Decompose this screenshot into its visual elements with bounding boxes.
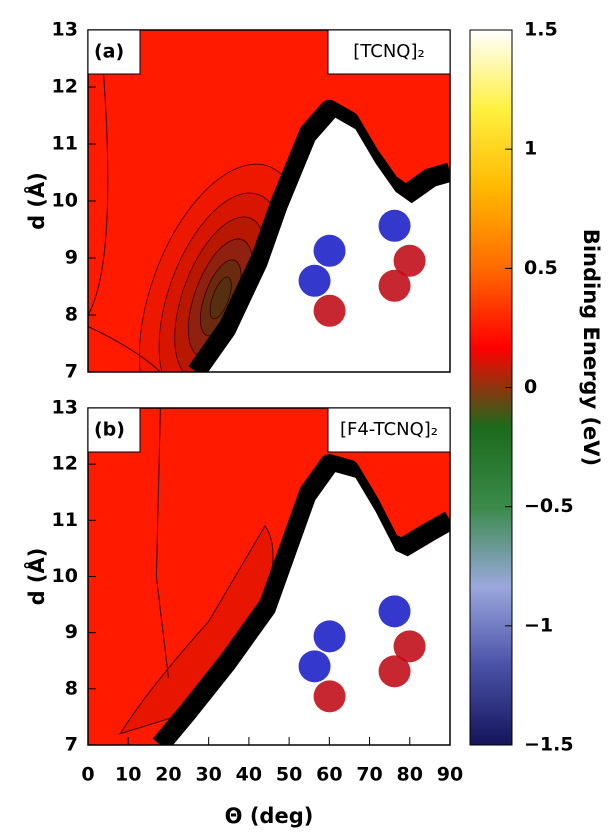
y-tick-label: 7 (65, 734, 78, 756)
panel-label: (a) (94, 41, 124, 63)
panel-title: [F4-TCNQ]₂ (340, 419, 438, 440)
y-tick-label: 12 (52, 453, 78, 475)
colorbar-tick-label: 1.5 (524, 19, 558, 41)
label-box (87, 29, 141, 75)
orbital (378, 595, 411, 628)
orbital (393, 244, 426, 277)
contour-line (88, 30, 109, 316)
orbital (298, 264, 331, 297)
orbital (298, 650, 331, 683)
y-tick-label: 8 (65, 677, 78, 699)
colorbar-tick-label: 1 (524, 138, 537, 160)
label-box (87, 407, 141, 453)
panel-title: [TCNQ]₂ (353, 41, 424, 62)
orbital (393, 630, 426, 663)
y-tick-label: 9 (65, 247, 78, 269)
colorbar-tick-label: −1 (524, 614, 553, 636)
x-tick-label: 70 (356, 764, 382, 786)
y-tick-label: 9 (65, 621, 78, 643)
x-tick-label: 30 (195, 764, 221, 786)
orbital (313, 680, 346, 713)
x-tick-label: 90 (437, 764, 463, 786)
orbital (378, 209, 411, 242)
orbital (378, 269, 411, 302)
plot-area (88, 30, 450, 372)
orbital (313, 620, 346, 653)
title-box (327, 29, 451, 75)
x-tick-label: 40 (236, 764, 262, 786)
colorbar-tick-label: 0.5 (524, 257, 558, 279)
x-tick-label: 80 (397, 764, 423, 786)
panel-label: (b) (94, 419, 125, 441)
x-tick-label: 20 (155, 764, 181, 786)
title-box (327, 407, 451, 453)
y-tick-label: 7 (65, 361, 78, 383)
repulsive-edge (188, 99, 450, 372)
colorbar-label: Binding Energy (eV) (579, 229, 603, 466)
contour-line (88, 325, 161, 372)
y-tick-label: 11 (52, 509, 78, 531)
y-tick-label: 13 (52, 19, 78, 41)
orbital (313, 294, 346, 327)
y-axis-label: d (Å) (24, 172, 49, 230)
orbital (378, 655, 411, 688)
y-tick-label: 12 (52, 76, 78, 98)
orbital (313, 234, 346, 267)
x-axis-label: Θ (deg) (225, 804, 314, 828)
plot-area (88, 408, 450, 745)
y-tick-label: 11 (52, 133, 78, 155)
x-tick-label: 60 (316, 764, 342, 786)
y-tick-label: 10 (52, 190, 78, 212)
well (209, 276, 232, 320)
y-tick-label: 8 (65, 304, 78, 326)
y-axis-label: d (Å) (24, 548, 49, 606)
y-tick-label: 13 (52, 397, 78, 419)
x-tick-label: 10 (115, 764, 141, 786)
colorbar-tick-label: 0 (524, 376, 537, 398)
y-tick-label: 10 (52, 565, 78, 587)
x-tick-label: 0 (81, 764, 94, 786)
repulsive-edge (152, 454, 450, 745)
x-tick-label: 50 (276, 764, 302, 786)
colorbar-tick-label: −1.5 (524, 734, 574, 756)
contour-line (155, 408, 169, 678)
colorbar-tick-label: −0.5 (524, 495, 574, 517)
